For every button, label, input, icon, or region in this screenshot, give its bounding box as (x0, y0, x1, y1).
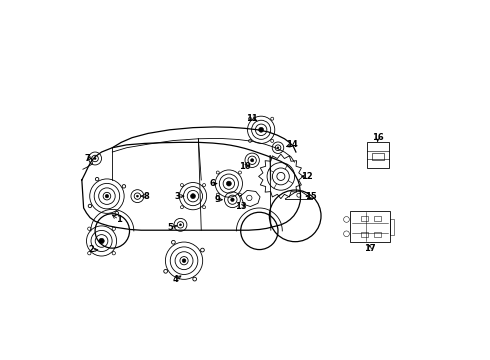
Text: 11: 11 (246, 114, 258, 123)
Bar (371, 153, 384, 160)
Text: 12: 12 (301, 172, 313, 181)
Bar (374, 216, 381, 221)
Text: 3: 3 (175, 192, 180, 201)
Text: 4: 4 (172, 275, 178, 284)
Circle shape (277, 147, 279, 149)
Circle shape (231, 198, 234, 202)
Bar (361, 216, 368, 221)
Circle shape (179, 224, 181, 226)
Text: 9: 9 (215, 195, 221, 204)
Text: 5: 5 (168, 223, 173, 232)
Circle shape (259, 127, 264, 132)
Bar (390, 219, 394, 234)
Text: 17: 17 (364, 244, 376, 253)
Circle shape (191, 194, 196, 199)
Circle shape (250, 159, 254, 162)
Text: 15: 15 (305, 192, 317, 201)
Text: 16: 16 (372, 133, 384, 142)
Circle shape (99, 238, 104, 244)
Text: 14: 14 (286, 140, 297, 149)
Circle shape (226, 181, 231, 186)
Circle shape (94, 158, 96, 159)
Bar (367, 142, 389, 168)
Text: 2: 2 (89, 246, 95, 255)
Text: 10: 10 (239, 162, 251, 171)
Text: 8: 8 (144, 192, 149, 201)
Text: 13: 13 (235, 202, 246, 211)
Bar (374, 231, 381, 237)
Text: 7: 7 (84, 154, 90, 163)
Bar (361, 231, 368, 237)
Text: 6: 6 (209, 179, 215, 188)
Text: 1: 1 (116, 215, 122, 224)
Bar (350, 211, 390, 242)
Circle shape (105, 194, 109, 198)
Circle shape (182, 259, 186, 262)
Circle shape (136, 195, 138, 197)
